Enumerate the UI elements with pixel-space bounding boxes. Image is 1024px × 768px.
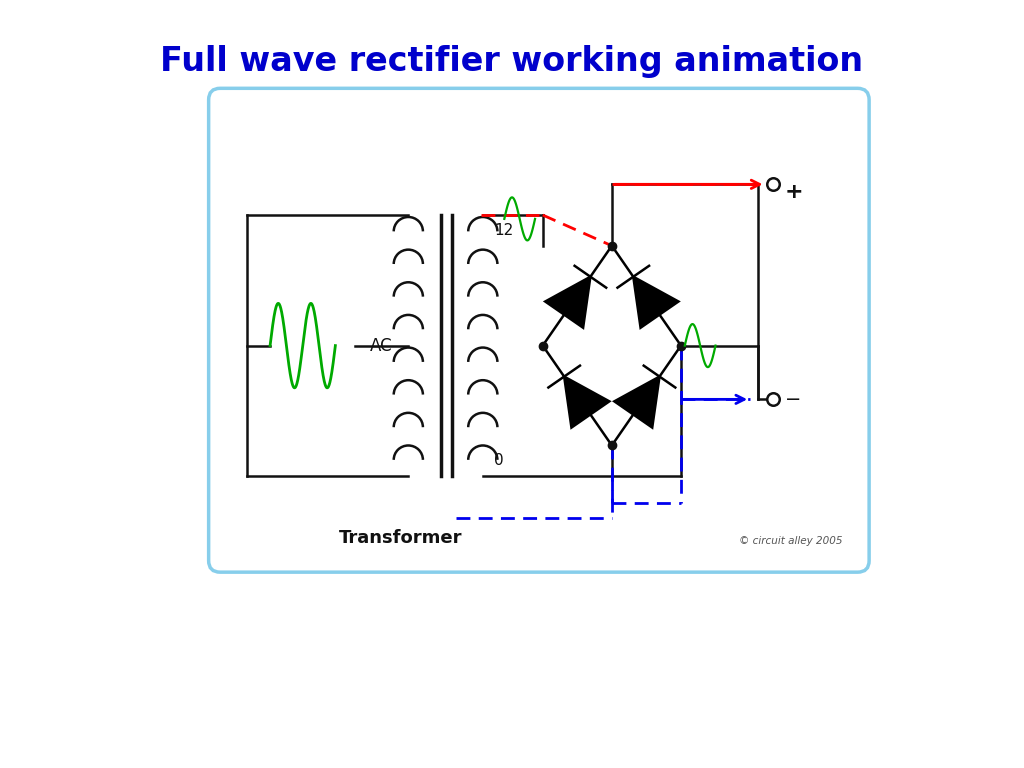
- Text: Transformer: Transformer: [339, 528, 463, 547]
- Polygon shape: [545, 276, 591, 328]
- Text: −: −: [784, 390, 801, 409]
- Text: 0: 0: [495, 453, 504, 468]
- Polygon shape: [614, 376, 659, 428]
- Polygon shape: [564, 376, 609, 428]
- Text: © circuit alley 2005: © circuit alley 2005: [738, 536, 842, 547]
- Text: Full wave rectifier working animation: Full wave rectifier working animation: [161, 45, 863, 78]
- FancyBboxPatch shape: [209, 88, 869, 572]
- Text: 12: 12: [495, 223, 514, 238]
- Text: +: +: [784, 182, 803, 202]
- Polygon shape: [633, 276, 679, 328]
- Text: AC: AC: [370, 336, 392, 355]
